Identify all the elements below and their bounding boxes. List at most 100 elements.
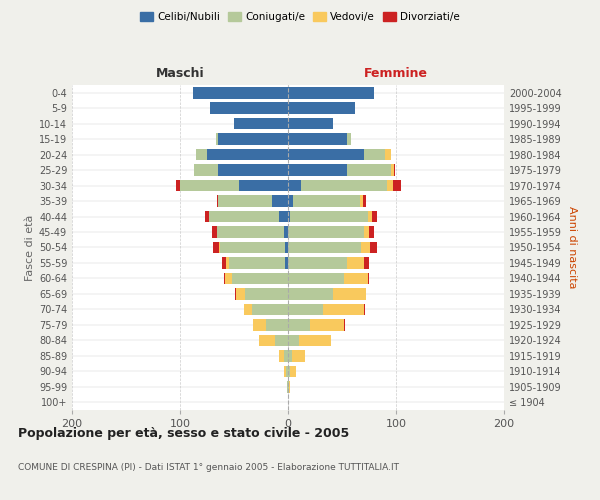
Bar [214,242,219,254]
Bar [391,164,394,176]
Bar [364,149,385,160]
Bar [293,196,361,207]
Bar [347,164,391,176]
Y-axis label: Anni di nascita: Anni di nascita [567,206,577,288]
Bar [287,381,288,392]
Bar [193,87,288,99]
Text: COMUNE DI CRESPINA (PI) - Dati ISTAT 1° gennaio 2005 - Elaborazione TUTTITALIA.I: COMUNE DI CRESPINA (PI) - Dati ISTAT 1° … [18,462,399,471]
Bar [369,226,374,238]
Bar [275,334,288,346]
Bar [388,180,393,192]
Bar [288,87,374,99]
Bar [236,288,245,300]
Bar [280,350,284,362]
Bar [288,304,323,315]
Bar [290,366,296,377]
Bar [344,272,368,284]
Bar [284,226,288,238]
Bar [253,304,288,315]
Bar [347,257,364,269]
Bar [244,304,253,315]
Text: Maschi: Maschi [155,67,205,80]
Bar [334,288,366,300]
Bar [224,272,226,284]
Bar [288,102,355,114]
Bar [219,242,220,254]
Bar [196,149,207,160]
Y-axis label: Fasce di età: Fasce di età [25,214,35,280]
Bar [288,288,334,300]
Bar [207,149,288,160]
Bar [290,210,368,222]
Bar [362,196,366,207]
Bar [232,272,288,284]
Legend: Celibi/Nubili, Coniugati/e, Vedovi/e, Divorziati/e: Celibi/Nubili, Coniugati/e, Vedovi/e, Di… [136,8,464,26]
Bar [301,180,388,192]
Bar [288,350,292,362]
Bar [217,196,218,207]
Bar [288,210,290,222]
Bar [361,242,370,254]
Bar [245,288,288,300]
Bar [344,319,345,330]
Bar [259,334,275,346]
Bar [288,196,293,207]
Bar [385,149,391,160]
Bar [394,164,395,176]
Bar [194,164,218,176]
Bar [239,180,288,192]
Bar [288,334,299,346]
Text: Femmine: Femmine [364,67,428,80]
Bar [176,180,180,192]
Bar [288,134,347,145]
Bar [288,257,347,269]
Bar [272,196,288,207]
Bar [210,102,288,114]
Bar [280,210,288,222]
Bar [205,210,209,222]
Bar [220,242,285,254]
Bar [229,257,285,269]
Bar [288,319,310,330]
Bar [299,334,331,346]
Bar [266,319,288,330]
Bar [370,242,377,254]
Bar [284,350,288,362]
Bar [368,272,369,284]
Bar [288,226,364,238]
Bar [226,272,232,284]
Bar [286,366,288,377]
Bar [218,164,288,176]
Bar [288,180,301,192]
Bar [226,257,229,269]
Bar [292,350,305,362]
Bar [364,304,365,315]
Bar [180,180,239,192]
Bar [218,134,288,145]
Bar [285,257,288,269]
Bar [368,210,372,222]
Bar [284,366,286,377]
Bar [285,242,288,254]
Bar [212,226,217,238]
Bar [234,118,288,130]
Bar [288,366,290,377]
Bar [288,272,344,284]
Bar [364,226,369,238]
Bar [288,149,364,160]
Text: Popolazione per età, sesso e stato civile - 2005: Popolazione per età, sesso e stato civil… [18,428,349,440]
Bar [222,257,226,269]
Bar [235,288,236,300]
Bar [218,196,272,207]
Bar [310,319,344,330]
Bar [323,304,364,315]
Bar [288,381,289,392]
Bar [347,134,350,145]
Bar [253,319,266,330]
Bar [215,134,218,145]
Bar [288,118,334,130]
Bar [288,164,347,176]
Bar [209,210,280,222]
Bar [364,257,369,269]
Bar [288,242,361,254]
